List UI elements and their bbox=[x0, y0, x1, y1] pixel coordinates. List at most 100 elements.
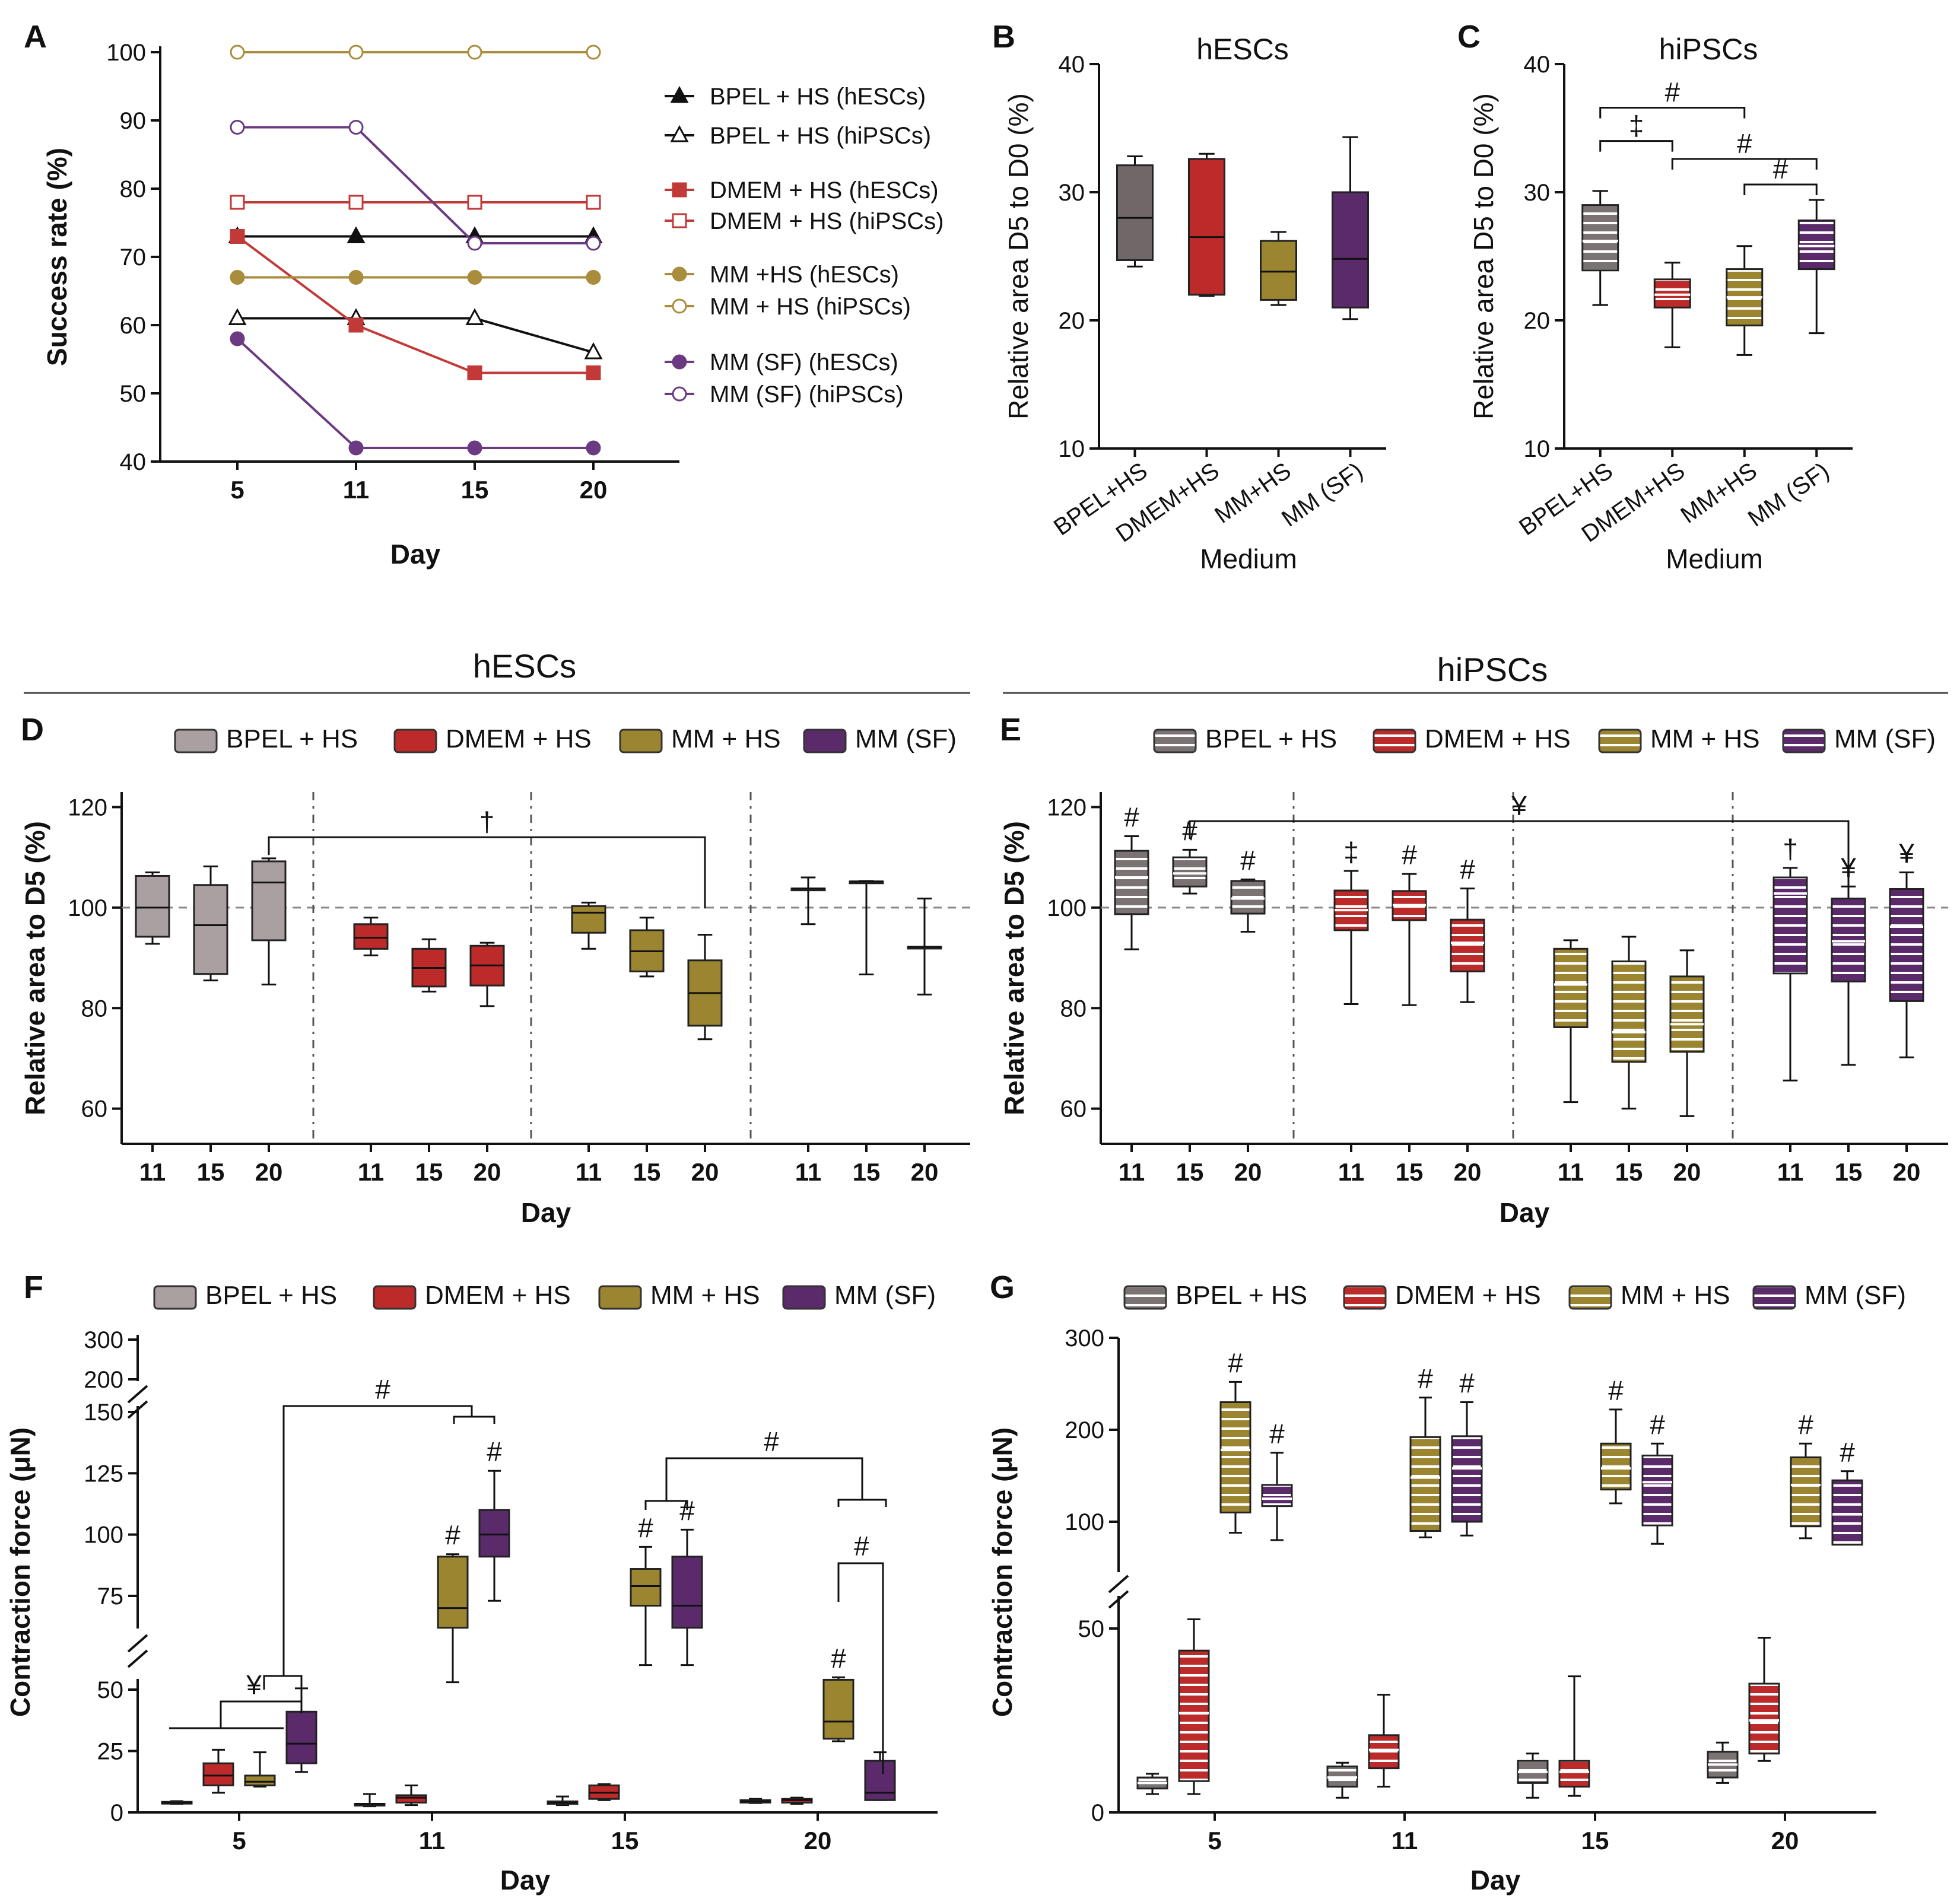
panel-g-significance-mark: # bbox=[1798, 1409, 1813, 1440]
panel-label-a: A bbox=[24, 19, 47, 55]
panel-f-y-tick-label: 100 bbox=[84, 1522, 123, 1548]
panel-d-x-tick-label: 11 bbox=[139, 1158, 166, 1186]
legend-label-mm-sf: MM (SF) bbox=[834, 1281, 936, 1310]
legend-label-mm-sf-hipscs: MM (SF) (hiPSCs) bbox=[710, 381, 904, 408]
panel-c-y-axis-tick-label: 10 bbox=[1524, 436, 1551, 462]
series-dmem-hs-hescs-point-day-20 bbox=[586, 365, 601, 380]
panel-e-x-tick-label: 20 bbox=[1454, 1158, 1482, 1186]
panel-a-y-axis-tick-label: 80 bbox=[120, 176, 147, 202]
panel-e-x-tick-label: 15 bbox=[1835, 1158, 1863, 1186]
panel-d-y-axis-tick-label: 100 bbox=[68, 895, 107, 921]
panel-d-x-tick-label: 15 bbox=[633, 1158, 661, 1186]
panel-f-significance-mark: # bbox=[487, 1436, 502, 1467]
panel-g-box-day-5-mm-sf-box bbox=[1261, 1484, 1293, 1507]
panel-f-box-day-15-mm-sf-box bbox=[671, 1556, 703, 1629]
panel-label-c: C bbox=[1457, 19, 1481, 55]
legend-swatch-dmem-hs bbox=[1373, 729, 1416, 753]
panel-a-x-axis-label: Day bbox=[390, 539, 441, 570]
panel-f-axis-break-0 bbox=[127, 1634, 148, 1653]
legend-label-mm-hs: MM + HS bbox=[650, 1281, 760, 1310]
legend-label-dmem-hs: DMEM + HS bbox=[1425, 724, 1571, 753]
panel-f-x-tick-label: 15 bbox=[611, 1827, 639, 1855]
panel-e-significance-mark: † bbox=[1783, 834, 1798, 864]
panel-d-y-axis-tick-label: 120 bbox=[68, 794, 107, 820]
panel-f-significance-bracket-0 bbox=[220, 1700, 303, 1728]
legend-label-mm-sf: MM (SF) bbox=[855, 724, 957, 753]
panel-g-box-day-11-mm-sf-box bbox=[1451, 1435, 1483, 1523]
legend-label-dmem-hs-hipscs: DMEM + HS (hiPSCs) bbox=[710, 208, 944, 234]
panel-c-x-axis-label: Medium bbox=[1666, 543, 1763, 574]
panel-e-x-tick-label: 20 bbox=[1234, 1158, 1262, 1186]
panel-g-box-day-20-mm-hs-box bbox=[1790, 1456, 1822, 1528]
panel-d-x-tick-label: 11 bbox=[358, 1158, 384, 1186]
panel-d-y-axis-tick-label: 60 bbox=[81, 1096, 108, 1122]
panel-g-x-tick-label: 11 bbox=[1392, 1827, 1418, 1855]
panel-c-x-tick-label: MM (SF) bbox=[1743, 457, 1834, 532]
panel-b-box-mm-hs-box bbox=[1260, 240, 1297, 301]
legend-swatch-mm-hs bbox=[598, 1285, 642, 1310]
panel-a-x-tick-label: 20 bbox=[580, 476, 608, 504]
series-dmem-hs-hescs-point-day-5 bbox=[230, 229, 245, 244]
panel-f-box-day-11-mm-sf-box bbox=[478, 1509, 510, 1558]
panel-d-x-tick-label: 11 bbox=[795, 1158, 821, 1186]
legend-label-bpel-hs-hipscs: BPEL + HS (hiPSCs) bbox=[710, 123, 931, 149]
panel-g-significance-mark: # bbox=[1608, 1375, 1624, 1406]
panel-e-box-dmem-hs-day-20-box bbox=[1450, 918, 1485, 972]
series-bpel-hs-hipscs-line bbox=[237, 317, 594, 354]
panel-g-box-day-15-dmem-hs-box bbox=[1558, 1760, 1590, 1788]
panel-f-y-tick-label: 200 bbox=[84, 1367, 123, 1393]
panel-c-box-mm-sf-box bbox=[1797, 220, 1835, 271]
series-mm-sf-hipscs-point-day-5 bbox=[230, 120, 245, 135]
panel-e-x-tick-label: 20 bbox=[1673, 1158, 1701, 1186]
panel-g-box-day-11-mm-hs-box bbox=[1409, 1436, 1441, 1532]
legend-label-mm-hs: MM + HS bbox=[1650, 724, 1760, 753]
panel-f-y-tick-label: 150 bbox=[84, 1400, 123, 1426]
panel-f-axis-break-1 bbox=[127, 1385, 148, 1404]
panel-d-y-axis-label: Relative area to D5 (%) bbox=[20, 821, 50, 1115]
series-dmem-hs-hipscs-point-day-5 bbox=[230, 195, 245, 210]
panel-g-significance-mark: # bbox=[1418, 1363, 1433, 1394]
panel-e-box-bpel-hs-day-15-box bbox=[1172, 856, 1208, 888]
panel-f-x-tick-label: 5 bbox=[232, 1827, 246, 1855]
panel-b-title: hESCs bbox=[1196, 33, 1289, 66]
panel-f-significance-mark: # bbox=[679, 1495, 695, 1526]
panel-g-significance-mark: # bbox=[1269, 1418, 1285, 1449]
panel-b-y-axis-tick-label: 30 bbox=[1059, 180, 1085, 206]
panel-d-box-bpel-hs-day-15-box bbox=[193, 884, 228, 975]
panel-f-significance-bracket-1 bbox=[282, 1405, 473, 1676]
panel-e-x-tick-label: 15 bbox=[1615, 1158, 1643, 1186]
panel-g-box-day-5-dmem-hs-box bbox=[1178, 1649, 1210, 1782]
panel-f-y-tick-label: 300 bbox=[84, 1327, 123, 1353]
panel-g-x-tick-label: 5 bbox=[1208, 1827, 1221, 1855]
legend-marker-mm-hs-hescs bbox=[672, 266, 687, 282]
legend-swatch-bpel-hs bbox=[1153, 729, 1197, 753]
panel-a-x-tick-label: 11 bbox=[343, 476, 369, 504]
panel-e-y-axis-tick-label: 100 bbox=[1047, 895, 1087, 921]
panel-e-x-tick-label: 11 bbox=[1777, 1158, 1803, 1186]
legend-label-mm-hs-hipscs: MM + HS (hiPSCs) bbox=[710, 294, 911, 320]
legend-marker-mm-sf-hescs bbox=[672, 354, 687, 370]
legend-label-dmem-hs: DMEM + HS bbox=[446, 724, 592, 753]
panel-f-x-tick-label: 20 bbox=[804, 1827, 832, 1855]
series-mm-hs-hescs-point-day-11 bbox=[348, 270, 364, 285]
series-dmem-hs-hipscs-point-day-15 bbox=[467, 195, 482, 210]
panel-d-x-tick-label: 15 bbox=[853, 1158, 881, 1186]
legend-label-mm-hs: MM + HS bbox=[671, 724, 781, 753]
panel-g-y-tick-label: 200 bbox=[1065, 1417, 1104, 1443]
panel-c-significance-bracket-0 bbox=[1599, 106, 1746, 119]
panel-f-box-day-5-dmem-hs-box bbox=[202, 1762, 234, 1786]
legend-swatch-mm-sf bbox=[803, 729, 847, 753]
panel-e-box-mm-sf-day-15-box bbox=[1831, 898, 1866, 982]
panel-e-y-axis-tick-label: 120 bbox=[1047, 794, 1087, 820]
panel-e-box-mm-sf-day-11-box bbox=[1772, 876, 1808, 975]
panel-d-box-mm-hs-day-11-box bbox=[571, 905, 606, 934]
legend-marker-mm-sf-hipscs bbox=[672, 386, 687, 402]
panel-g-significance-mark: # bbox=[1459, 1368, 1475, 1399]
legend-label-mm-hs: MM + HS bbox=[1621, 1281, 1730, 1310]
panel-d-x-tick-label: 20 bbox=[474, 1158, 501, 1186]
panel-a-y-axis-tick-label: 60 bbox=[120, 313, 147, 339]
series-dmem-hs-hipscs-point-day-20 bbox=[586, 195, 601, 210]
series-mm-sf-hipscs-point-day-15 bbox=[467, 236, 482, 251]
legend-label-dmem-hs: DMEM + HS bbox=[425, 1281, 571, 1310]
legend-swatch-dmem-hs bbox=[1343, 1285, 1387, 1310]
